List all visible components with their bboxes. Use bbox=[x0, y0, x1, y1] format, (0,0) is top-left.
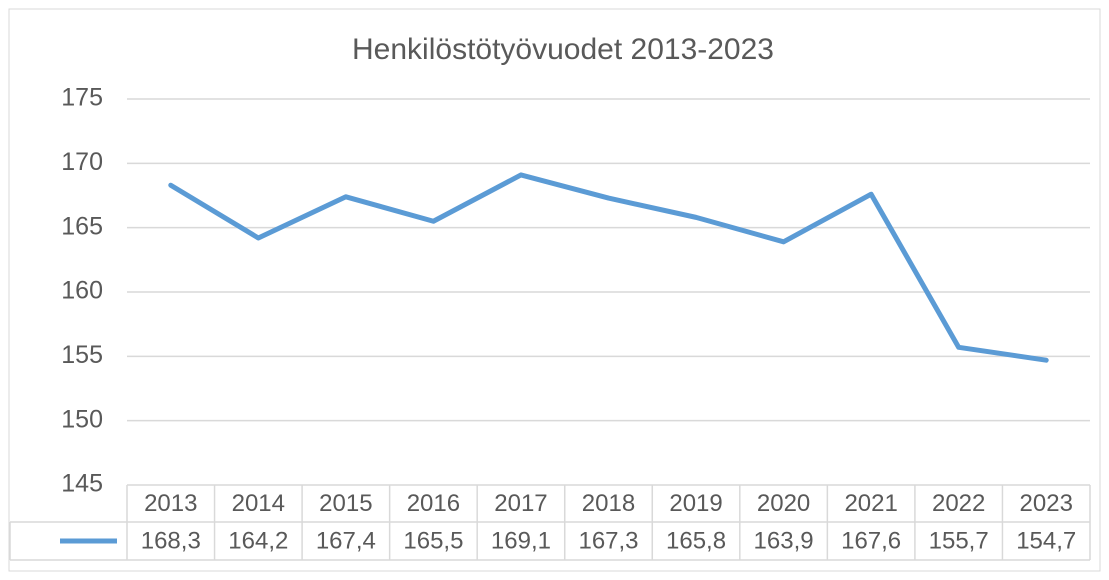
data-label: 165,5 bbox=[403, 527, 463, 554]
data-label: 167,3 bbox=[578, 527, 638, 554]
data-label: 169,1 bbox=[491, 527, 551, 554]
x-tick-label: 2019 bbox=[669, 490, 722, 517]
x-tick-label: 2017 bbox=[494, 490, 547, 517]
data-label: 155,7 bbox=[929, 527, 989, 554]
y-tick-label: 145 bbox=[61, 470, 103, 498]
y-tick-label: 165 bbox=[61, 212, 103, 240]
data-label: 164,2 bbox=[228, 527, 288, 554]
data-label: 167,4 bbox=[316, 527, 376, 554]
y-tick-label: 170 bbox=[61, 148, 103, 176]
chart-title: Henkilöstötyövuodet 2013-2023 bbox=[352, 33, 774, 66]
x-tick-label: 2016 bbox=[407, 490, 460, 517]
chart-frame bbox=[8, 8, 1101, 572]
data-label: 168,3 bbox=[141, 527, 201, 554]
x-tick-label: 2021 bbox=[844, 490, 897, 517]
x-tick-label: 2020 bbox=[757, 490, 810, 517]
y-tick-label: 150 bbox=[61, 405, 103, 433]
x-tick-label: 2022 bbox=[932, 490, 985, 517]
data-label: 163,9 bbox=[754, 527, 814, 554]
x-tick-label: 2015 bbox=[319, 490, 372, 517]
x-tick-label: 2014 bbox=[232, 490, 285, 517]
y-tick-label: 160 bbox=[61, 277, 103, 305]
line bbox=[168, 172, 1049, 363]
data-label: 167,6 bbox=[841, 527, 901, 554]
x-tick-label: 2018 bbox=[582, 490, 635, 517]
x-tick-label: 2013 bbox=[144, 490, 197, 517]
data-label: 154,7 bbox=[1016, 527, 1076, 554]
y-tick-label: 155 bbox=[61, 341, 103, 369]
y-tick-label: 175 bbox=[61, 84, 103, 112]
x-tick-label: 2023 bbox=[1020, 490, 1073, 517]
data-label: 165,8 bbox=[666, 527, 726, 554]
